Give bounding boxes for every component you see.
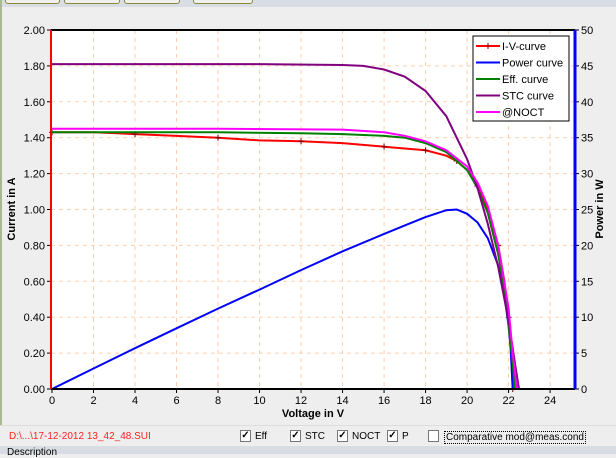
checkbox-noct[interactable]: ✓ — [337, 430, 348, 442]
checkbox-label[interactable]: STC — [305, 431, 325, 442]
y2-tick-label: 25 — [581, 205, 593, 217]
y2-tick-label: 50 — [581, 25, 593, 37]
toolbar-button[interactable] — [124, 0, 180, 4]
x-tick-label: 8 — [215, 395, 221, 407]
y2-axis-title: Power in W — [594, 179, 606, 239]
window-edge — [0, 0, 2, 430]
x-tick-label: 6 — [173, 395, 179, 407]
toolbar-button[interactable] — [193, 0, 253, 4]
legend-label: I-V-curve — [502, 41, 546, 53]
checkbox-label[interactable]: Comparative mod@meas.cond — [444, 431, 586, 444]
series-stc-curve — [52, 63, 520, 390]
toolbar-button[interactable] — [64, 0, 120, 4]
y-tick-label: 0.20 — [24, 348, 45, 360]
checkbox-label[interactable]: P — [402, 431, 409, 442]
y2-tick-label: 30 — [581, 169, 593, 181]
x-tick-label: 22 — [502, 395, 514, 407]
y-tick-label: 0.60 — [24, 276, 45, 288]
x-tick-label: 20 — [461, 395, 473, 407]
checkbox-label[interactable]: NOCT — [352, 431, 381, 442]
x-tick-label: 24 — [544, 395, 556, 407]
legend-label: @NOCT — [502, 107, 545, 119]
y-tick-label: 1.80 — [24, 61, 45, 73]
y-tick-label: 1.00 — [24, 205, 45, 217]
y-axis-title: Current in A — [6, 177, 18, 240]
x-axis-title: Voltage in V — [282, 408, 345, 420]
data-point — [298, 138, 305, 145]
x-tick-label: 2 — [90, 395, 96, 407]
series--noct — [52, 127, 518, 390]
x-tick-label: 10 — [253, 395, 265, 407]
y2-tick-label: 15 — [581, 276, 593, 288]
toolbar-button[interactable] — [5, 0, 60, 4]
y2-tick-label: 45 — [581, 61, 593, 73]
file-path: D:\...\17-12-2012 13_42_48.SUI — [9, 431, 151, 442]
y2-tick-label: 10 — [581, 312, 593, 324]
checkbox-label[interactable]: Eff — [255, 431, 268, 442]
iv-chart: 0 2 4 6 8 10 12 14 16 18 20 22 240.000.200.400.600.8… — [6, 25, 606, 420]
y2-tick-label: 0 — [581, 384, 587, 396]
y-tick-label: 1.60 — [24, 97, 45, 109]
y2-tick-label: 40 — [581, 97, 593, 109]
y-tick-label: 1.40 — [24, 133, 45, 145]
checkbox-comparative-mod-meas-cond[interactable] — [428, 430, 439, 442]
y2-tick-label: 20 — [581, 240, 593, 252]
x-tick-label: 0 — [49, 395, 55, 407]
y-tick-label: 0.80 — [24, 240, 45, 252]
y-tick-label: 0.00 — [24, 384, 45, 396]
description-label: Description — [7, 447, 58, 458]
description-panel: Description — [0, 446, 616, 458]
legend-label: Eff. curve — [502, 74, 548, 86]
x-tick-label: 4 — [132, 395, 138, 407]
x-tick-label: 14 — [336, 395, 348, 407]
y-tick-label: 2.00 — [24, 25, 45, 37]
data-point — [422, 147, 429, 154]
x-tick-label: 18 — [419, 395, 431, 407]
top-toolbar — [0, 0, 616, 7]
checkbox-stc[interactable]: ✓ — [290, 430, 301, 442]
legend-label: STC curve — [502, 91, 554, 103]
status-bar: D:\...\17-12-2012 13_42_48.SUI ✓ Eff ✓ STC ✓… — [0, 425, 616, 446]
x-tick-label: 16 — [378, 395, 390, 407]
x-tick-label: 12 — [295, 395, 307, 407]
y2-tick-label: 35 — [581, 133, 593, 145]
data-point — [381, 143, 388, 150]
y-tick-label: 0.40 — [24, 312, 45, 324]
checkbox-p[interactable]: ✓ — [387, 430, 398, 442]
y-tick-label: 1.20 — [24, 169, 45, 181]
y2-tick-label: 5 — [581, 348, 587, 360]
legend-label: Power curve — [502, 58, 563, 70]
checkbox-eff[interactable]: ✓ — [240, 430, 251, 442]
data-point — [215, 134, 222, 141]
